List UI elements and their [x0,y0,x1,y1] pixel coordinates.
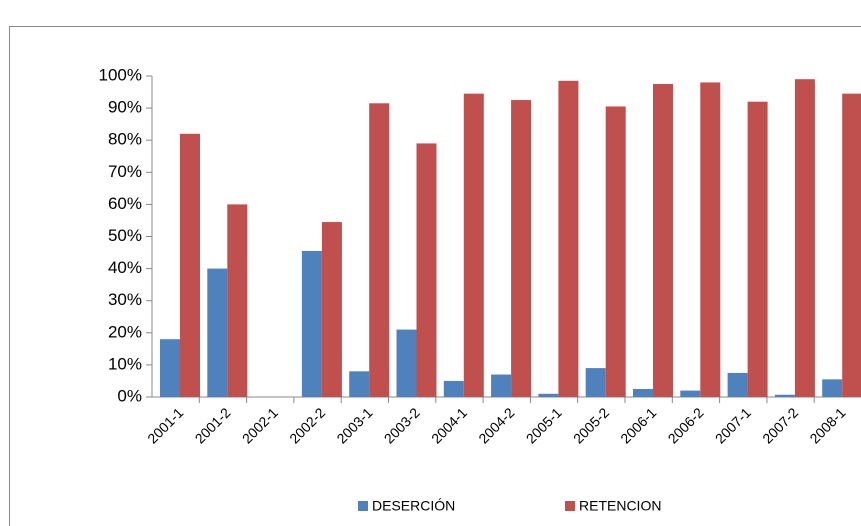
y-tick-label: 80% [108,130,142,149]
y-tick-label: 90% [108,98,142,117]
bar [349,371,370,397]
bar [585,368,606,397]
x-tick-label: 2006-1 [617,404,659,446]
legend-swatch [565,501,575,511]
bar [301,250,322,397]
bar [463,93,484,397]
bar [822,379,843,397]
bar [227,204,248,397]
legend-label: DESERCIÓN [372,498,455,514]
x-tick-label: 2001-1 [144,404,186,446]
x-tick-label: 2002-1 [239,404,281,446]
x-tick-label: 2003-1 [333,404,375,446]
legend-swatch [358,501,368,511]
x-tick-label: 2007-2 [759,404,801,446]
x-tick-label: 2006-2 [665,404,707,446]
chart-frame [9,26,861,526]
x-tick-label: 2005-1 [523,404,565,446]
bar [700,82,721,398]
y-tick-label: 30% [108,290,142,309]
bar [774,394,795,397]
bar [416,143,437,397]
bar [842,93,861,397]
x-tick-label: 2007-1 [712,404,754,446]
y-tick-label: 10% [108,354,142,373]
bar [369,103,390,397]
x-tick-label: 2008-1 [806,404,848,446]
bar [396,329,417,397]
bar [653,84,673,398]
bar [207,268,228,397]
bar [538,393,559,397]
bar [180,133,200,397]
x-tick-label: 2004-2 [475,404,517,446]
x-tick-label: 2005-2 [570,404,612,446]
bar [633,388,653,397]
bar [321,222,342,397]
bar [680,390,701,397]
x-tick-label: 2004-1 [428,404,470,446]
bar [605,106,626,398]
x-tick-label: 2003-2 [381,404,423,446]
bar [491,374,512,397]
y-tick-label: 70% [108,162,142,181]
y-tick-label: 40% [108,258,142,277]
legend-label: RETENCION [579,498,661,514]
bar [747,101,768,398]
bar [160,339,180,397]
y-tick-label: 60% [108,194,142,213]
bar [727,372,748,397]
x-tick-label: 2001-2 [192,404,234,446]
bar [558,80,579,397]
y-tick-label: 50% [108,226,142,245]
bar [794,79,815,398]
y-tick-label: 100% [99,65,142,84]
bar [511,100,532,397]
x-tick-label: 2002-2 [286,404,328,446]
y-tick-label: 0% [117,386,142,405]
y-tick-label: 20% [108,322,142,341]
bar [443,380,464,397]
